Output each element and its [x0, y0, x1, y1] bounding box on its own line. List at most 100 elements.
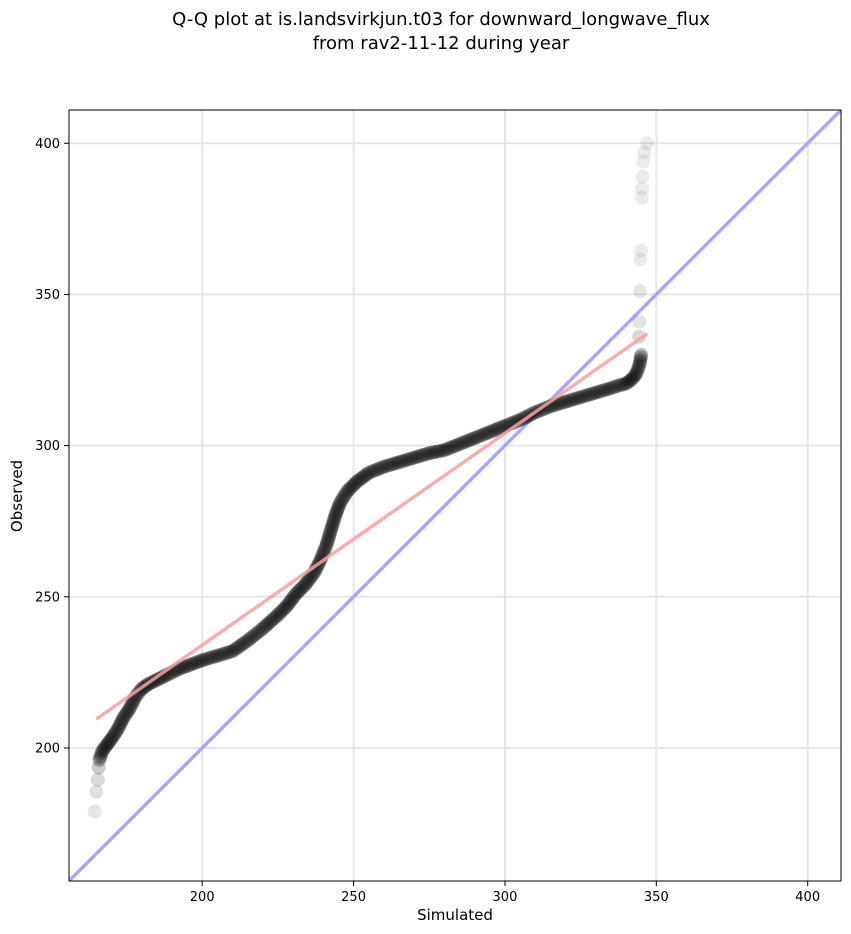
qq-point — [269, 609, 284, 624]
qq-point — [327, 510, 342, 525]
qq-point — [437, 443, 452, 458]
qq-point — [625, 372, 640, 387]
qq-point — [279, 598, 294, 613]
qq-point — [493, 420, 508, 435]
qq-point — [295, 580, 310, 595]
qq-point — [552, 396, 567, 411]
qq-tail-point — [89, 784, 104, 799]
qq-point — [482, 425, 497, 440]
qq-point — [98, 739, 113, 754]
qq-point — [472, 429, 487, 444]
qq-point — [104, 731, 119, 746]
qq-point — [112, 718, 127, 733]
qq-point — [608, 379, 623, 394]
qq-point — [214, 647, 229, 662]
qq-point — [448, 438, 463, 453]
qq-point — [122, 701, 137, 716]
qq-point — [428, 444, 443, 459]
qq-point — [510, 413, 525, 428]
qq-point — [463, 432, 478, 447]
y-axis-ticks: 200 250 300 350 400 — [35, 137, 69, 756]
qq-point — [321, 531, 336, 546]
qq-point — [97, 740, 112, 755]
qq-point — [121, 703, 136, 718]
qq-tail-point — [634, 190, 649, 205]
qq-tail-point — [635, 169, 650, 184]
qq-point — [627, 369, 642, 384]
qq-point — [323, 525, 338, 540]
qq-point — [407, 450, 422, 465]
data-points — [87, 136, 655, 819]
qq-point — [480, 425, 495, 440]
qq-point — [185, 657, 200, 672]
qq-point — [387, 456, 402, 471]
qq-point — [630, 363, 645, 378]
qq-point — [597, 383, 612, 398]
qq-point — [92, 753, 107, 768]
qq-point — [398, 453, 413, 468]
qq-point — [118, 707, 133, 722]
qq-point — [629, 366, 644, 381]
qq-point — [343, 480, 358, 495]
qq-point — [267, 610, 282, 625]
qq-point — [420, 446, 435, 461]
qq-point — [264, 613, 279, 628]
qq-point — [323, 523, 338, 538]
qq-point — [329, 504, 344, 519]
qq-point — [250, 626, 265, 641]
x-axis-ticks: 200 250 300 350 400 — [190, 881, 820, 905]
qq-tail-point — [91, 760, 106, 775]
qq-point — [394, 454, 409, 469]
qq-point — [631, 361, 646, 376]
qq-point — [327, 512, 342, 527]
qq-point — [105, 730, 120, 745]
qq-point — [599, 382, 614, 397]
y-tick-label: 300 — [35, 439, 60, 454]
qq-point — [446, 439, 461, 454]
qq-point — [560, 394, 575, 409]
qq-point — [179, 659, 194, 674]
qq-point — [489, 422, 504, 437]
qq-point — [248, 627, 263, 642]
qq-point — [593, 384, 608, 399]
qq-point — [183, 657, 198, 672]
qq-point — [381, 458, 396, 473]
qq-point — [181, 658, 196, 673]
qq-point — [251, 624, 266, 639]
qq-point — [404, 451, 419, 466]
qq-point — [539, 401, 554, 416]
identity-line — [69, 110, 841, 881]
qq-point — [114, 714, 129, 729]
qq-tail-point — [632, 314, 647, 329]
qq-point — [195, 653, 210, 668]
qq-point — [372, 461, 387, 476]
qq-point — [231, 640, 246, 655]
qq-point — [435, 443, 450, 458]
qq-point — [95, 743, 110, 758]
grid-lines — [69, 110, 841, 881]
qq-point — [612, 378, 627, 393]
qq-point — [577, 388, 592, 403]
qq-point — [233, 638, 248, 653]
qq-point — [124, 697, 139, 712]
qq-point — [93, 750, 108, 765]
qq-tail-point — [640, 136, 655, 151]
qq-point — [262, 615, 277, 630]
qq-point — [633, 350, 648, 365]
qq-point — [316, 544, 331, 559]
qq-point — [456, 435, 471, 450]
qq-point — [633, 352, 648, 367]
qq-point — [260, 617, 275, 631]
qq-point — [461, 433, 476, 448]
qq-tail-point — [635, 181, 650, 196]
qq-point — [96, 742, 111, 757]
qq-point — [131, 685, 146, 700]
qq-point — [400, 452, 415, 467]
qq-point — [103, 733, 118, 748]
qq-point — [102, 734, 117, 749]
qq-point — [197, 652, 212, 667]
qq-point — [244, 630, 259, 645]
qq-point — [278, 600, 293, 615]
qq-point — [634, 347, 649, 362]
qq-tail-point — [636, 154, 651, 169]
